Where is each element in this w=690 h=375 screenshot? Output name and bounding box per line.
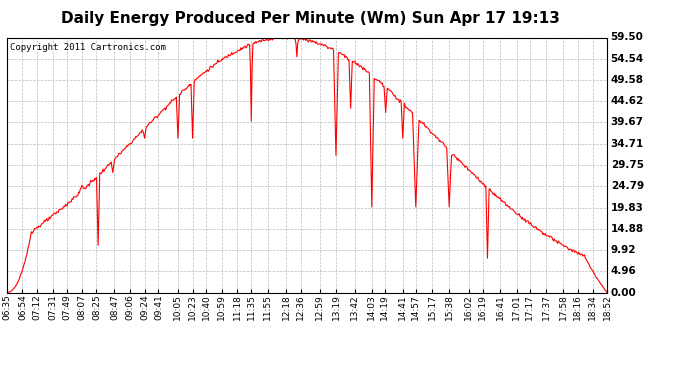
Text: Copyright 2011 Cartronics.com: Copyright 2011 Cartronics.com bbox=[10, 43, 166, 52]
Text: 9.92: 9.92 bbox=[611, 245, 636, 255]
Text: 14.88: 14.88 bbox=[611, 224, 644, 234]
Text: 44.62: 44.62 bbox=[611, 96, 644, 106]
Text: 29.75: 29.75 bbox=[611, 160, 644, 170]
Text: 4.96: 4.96 bbox=[611, 266, 636, 276]
Text: Daily Energy Produced Per Minute (Wm) Sun Apr 17 19:13: Daily Energy Produced Per Minute (Wm) Su… bbox=[61, 11, 560, 26]
Text: 39.67: 39.67 bbox=[611, 117, 644, 128]
Text: 19.83: 19.83 bbox=[611, 202, 644, 213]
Text: 59.50: 59.50 bbox=[611, 33, 644, 42]
Text: 0.00: 0.00 bbox=[611, 288, 636, 297]
Text: 34.71: 34.71 bbox=[611, 139, 644, 149]
Text: 49.58: 49.58 bbox=[611, 75, 644, 85]
Text: 24.79: 24.79 bbox=[611, 181, 644, 191]
Text: 54.54: 54.54 bbox=[611, 54, 644, 64]
